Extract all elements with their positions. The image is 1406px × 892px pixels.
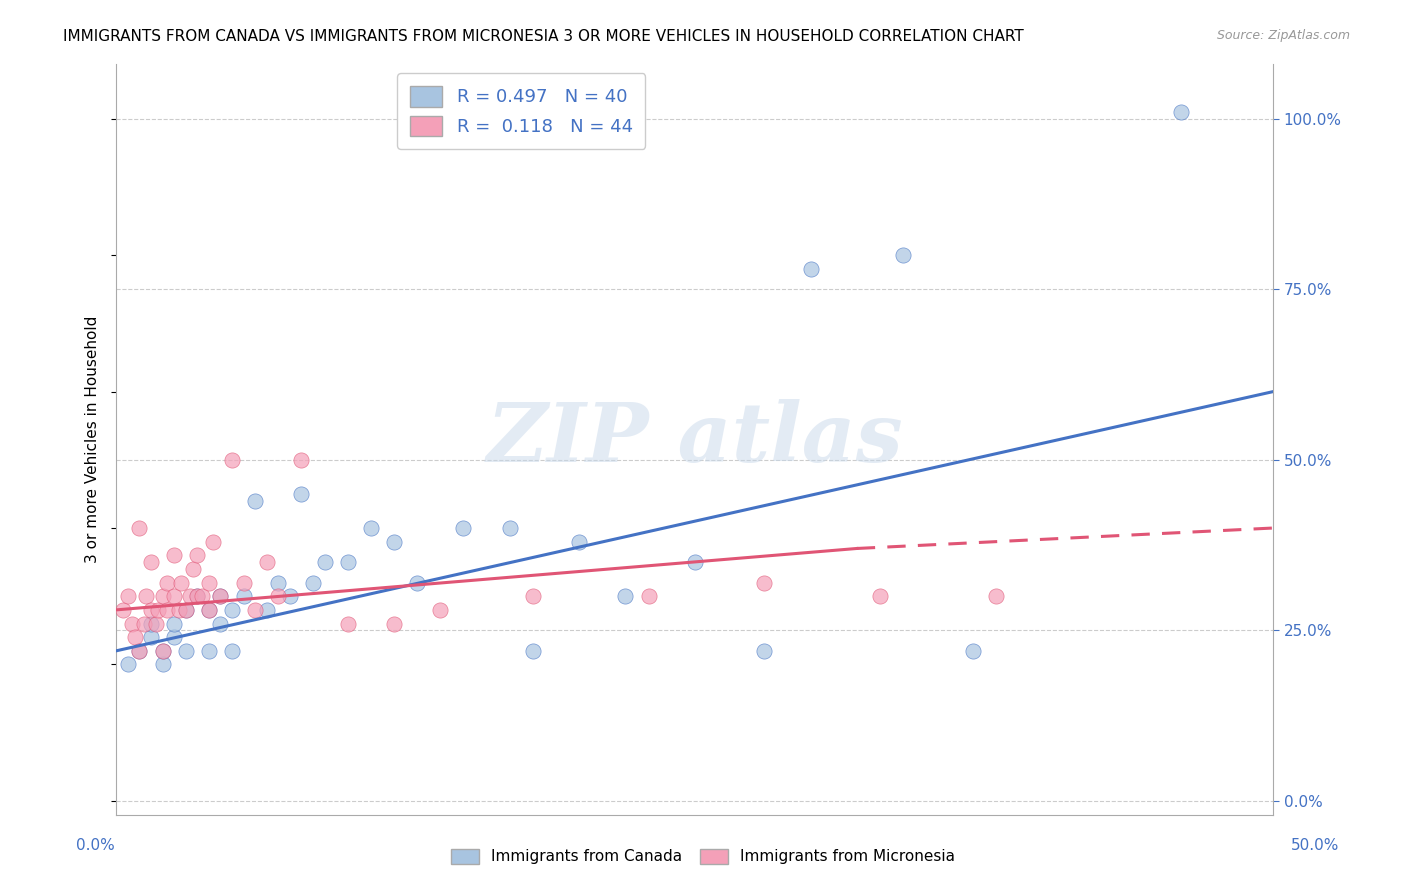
Point (256, 555, 278, 569)
Point (179, 589, 201, 603)
Legend: Immigrants from Canada, Immigrants from Micronesia: Immigrants from Canada, Immigrants from … (441, 839, 965, 873)
Point (186, 589, 208, 603)
Point (170, 575, 193, 590)
Point (112, 603, 135, 617)
Point (139, 555, 162, 569)
Point (117, 589, 139, 603)
Point (290, 452, 312, 467)
Point (198, 644, 221, 658)
Point (163, 549, 186, 563)
Point (174, 603, 197, 617)
Point (163, 630, 186, 644)
Point (152, 644, 174, 658)
Point (174, 644, 197, 658)
Point (360, 521, 382, 535)
Point (314, 555, 336, 569)
Point (163, 616, 186, 631)
Point (181, 562, 204, 576)
Point (186, 589, 208, 603)
Point (209, 589, 232, 603)
Point (128, 644, 150, 658)
Point (568, 534, 591, 549)
Point (198, 575, 221, 590)
Point (302, 575, 325, 590)
Point (198, 603, 221, 617)
Point (1170, 104, 1192, 119)
Point (163, 589, 186, 603)
Text: IMMIGRANTS FROM CANADA VS IMMIGRANTS FROM MICRONESIA 3 OR MORE VEHICLES IN HOUSE: IMMIGRANTS FROM CANADA VS IMMIGRANTS FRO… (63, 29, 1024, 44)
Point (382, 616, 405, 631)
Point (145, 616, 167, 631)
Point (267, 589, 290, 603)
Point (139, 616, 162, 631)
Y-axis label: 3 or more Vehicles in Household: 3 or more Vehicles in Household (86, 316, 100, 563)
Point (152, 589, 174, 603)
Point (336, 616, 359, 631)
Point (221, 603, 243, 617)
Point (186, 549, 208, 563)
Point (256, 603, 278, 617)
Point (962, 644, 984, 658)
Point (174, 603, 197, 617)
Point (267, 575, 290, 590)
Point (869, 589, 891, 603)
Point (167, 603, 190, 617)
Point (117, 657, 139, 672)
Point (799, 261, 821, 276)
Point (146, 603, 169, 617)
Point (152, 644, 174, 658)
Point (156, 575, 179, 590)
Point (336, 555, 359, 569)
Point (139, 630, 162, 644)
Point (754, 644, 776, 658)
Point (209, 589, 232, 603)
Point (191, 589, 214, 603)
Point (984, 589, 1007, 603)
Text: 50.0%: 50.0% (1291, 838, 1339, 853)
Point (121, 616, 143, 631)
Point (637, 589, 659, 603)
Point (128, 521, 150, 535)
Point (152, 657, 174, 672)
Text: Source: ZipAtlas.com: Source: ZipAtlas.com (1216, 29, 1350, 42)
Point (453, 521, 475, 535)
Point (202, 534, 225, 549)
Point (198, 603, 221, 617)
Point (614, 589, 637, 603)
Point (221, 644, 243, 658)
Point (221, 452, 243, 467)
Point (128, 644, 150, 658)
Point (232, 589, 254, 603)
Point (406, 575, 429, 590)
Point (891, 248, 914, 262)
Legend: R = 0.497   N = 40, R =  0.118   N = 44: R = 0.497 N = 40, R = 0.118 N = 44 (396, 73, 645, 149)
Point (382, 534, 405, 549)
Point (124, 630, 146, 644)
Point (243, 493, 266, 508)
Point (209, 616, 232, 631)
Point (499, 521, 522, 535)
Point (754, 575, 776, 590)
Point (132, 616, 155, 631)
Point (135, 589, 157, 603)
Point (139, 603, 162, 617)
Point (429, 603, 451, 617)
Text: 0.0%: 0.0% (76, 838, 115, 853)
Point (156, 603, 179, 617)
Point (522, 589, 544, 603)
Point (290, 487, 312, 501)
Point (232, 575, 254, 590)
Point (243, 603, 266, 617)
Text: ZIP atlas: ZIP atlas (486, 400, 903, 479)
Point (683, 555, 706, 569)
Point (278, 589, 301, 603)
Point (522, 644, 544, 658)
